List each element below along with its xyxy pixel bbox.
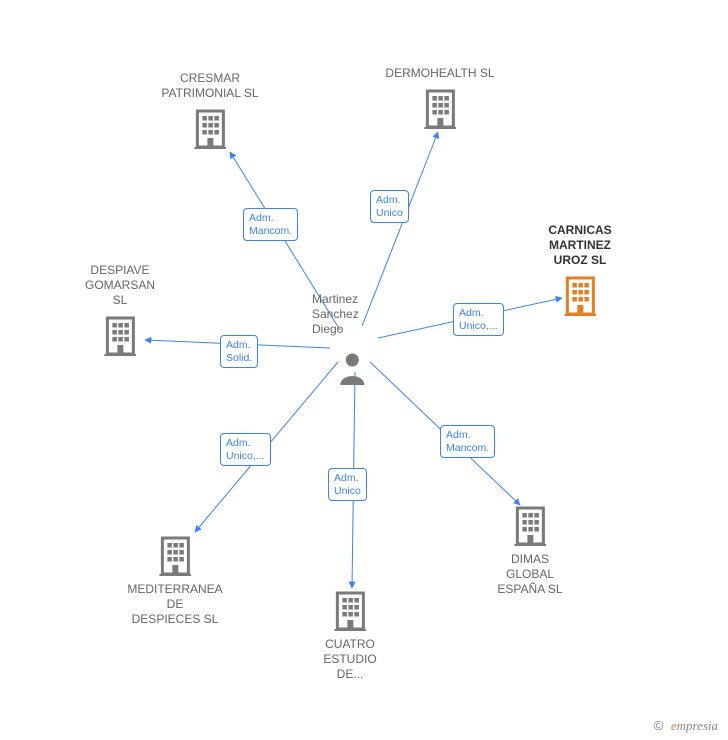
company-label: CARNICAS MARTINEZ UROZ SL: [510, 223, 650, 268]
company-label: CUATRO ESTUDIO DE...: [280, 637, 420, 682]
edge-label: Adm. Mancom.: [243, 208, 298, 241]
company-label: DERMOHEALTH SL: [370, 66, 510, 81]
building-icon[interactable]: [514, 504, 547, 551]
edge-label: Adm. Solid.: [220, 335, 258, 368]
company-label: DIMAS GLOBAL ESPAÑA SL: [460, 552, 600, 597]
building-icon[interactable]: [159, 534, 192, 581]
edge-label: Adm. Unico: [328, 468, 367, 501]
edge-label: Adm. Unico,...: [453, 303, 504, 336]
watermark: © empresia: [654, 718, 718, 734]
building-icon[interactable]: [334, 589, 367, 636]
building-icon[interactable]: [104, 314, 137, 361]
center-person-label: Martinez Sanchez Diego: [312, 292, 392, 337]
building-icon[interactable]: [564, 274, 597, 321]
edge-label: Adm. Mancom.: [440, 425, 495, 458]
company-label: CRESMAR PATRIMONIAL SL: [140, 71, 280, 101]
company-label: MEDITERRANEA DE DESPIECES SL: [105, 582, 245, 627]
person-icon[interactable]: [337, 351, 368, 390]
building-icon[interactable]: [194, 107, 227, 154]
edge-label: Adm. Unico,...: [220, 433, 271, 466]
copyright-symbol: ©: [654, 718, 664, 733]
company-label: DESPIAVE GOMARSAN SL: [50, 263, 190, 308]
brand-rest: mpresia: [677, 718, 718, 733]
edge-label: Adm. Unico: [370, 190, 409, 223]
building-icon[interactable]: [424, 87, 457, 134]
